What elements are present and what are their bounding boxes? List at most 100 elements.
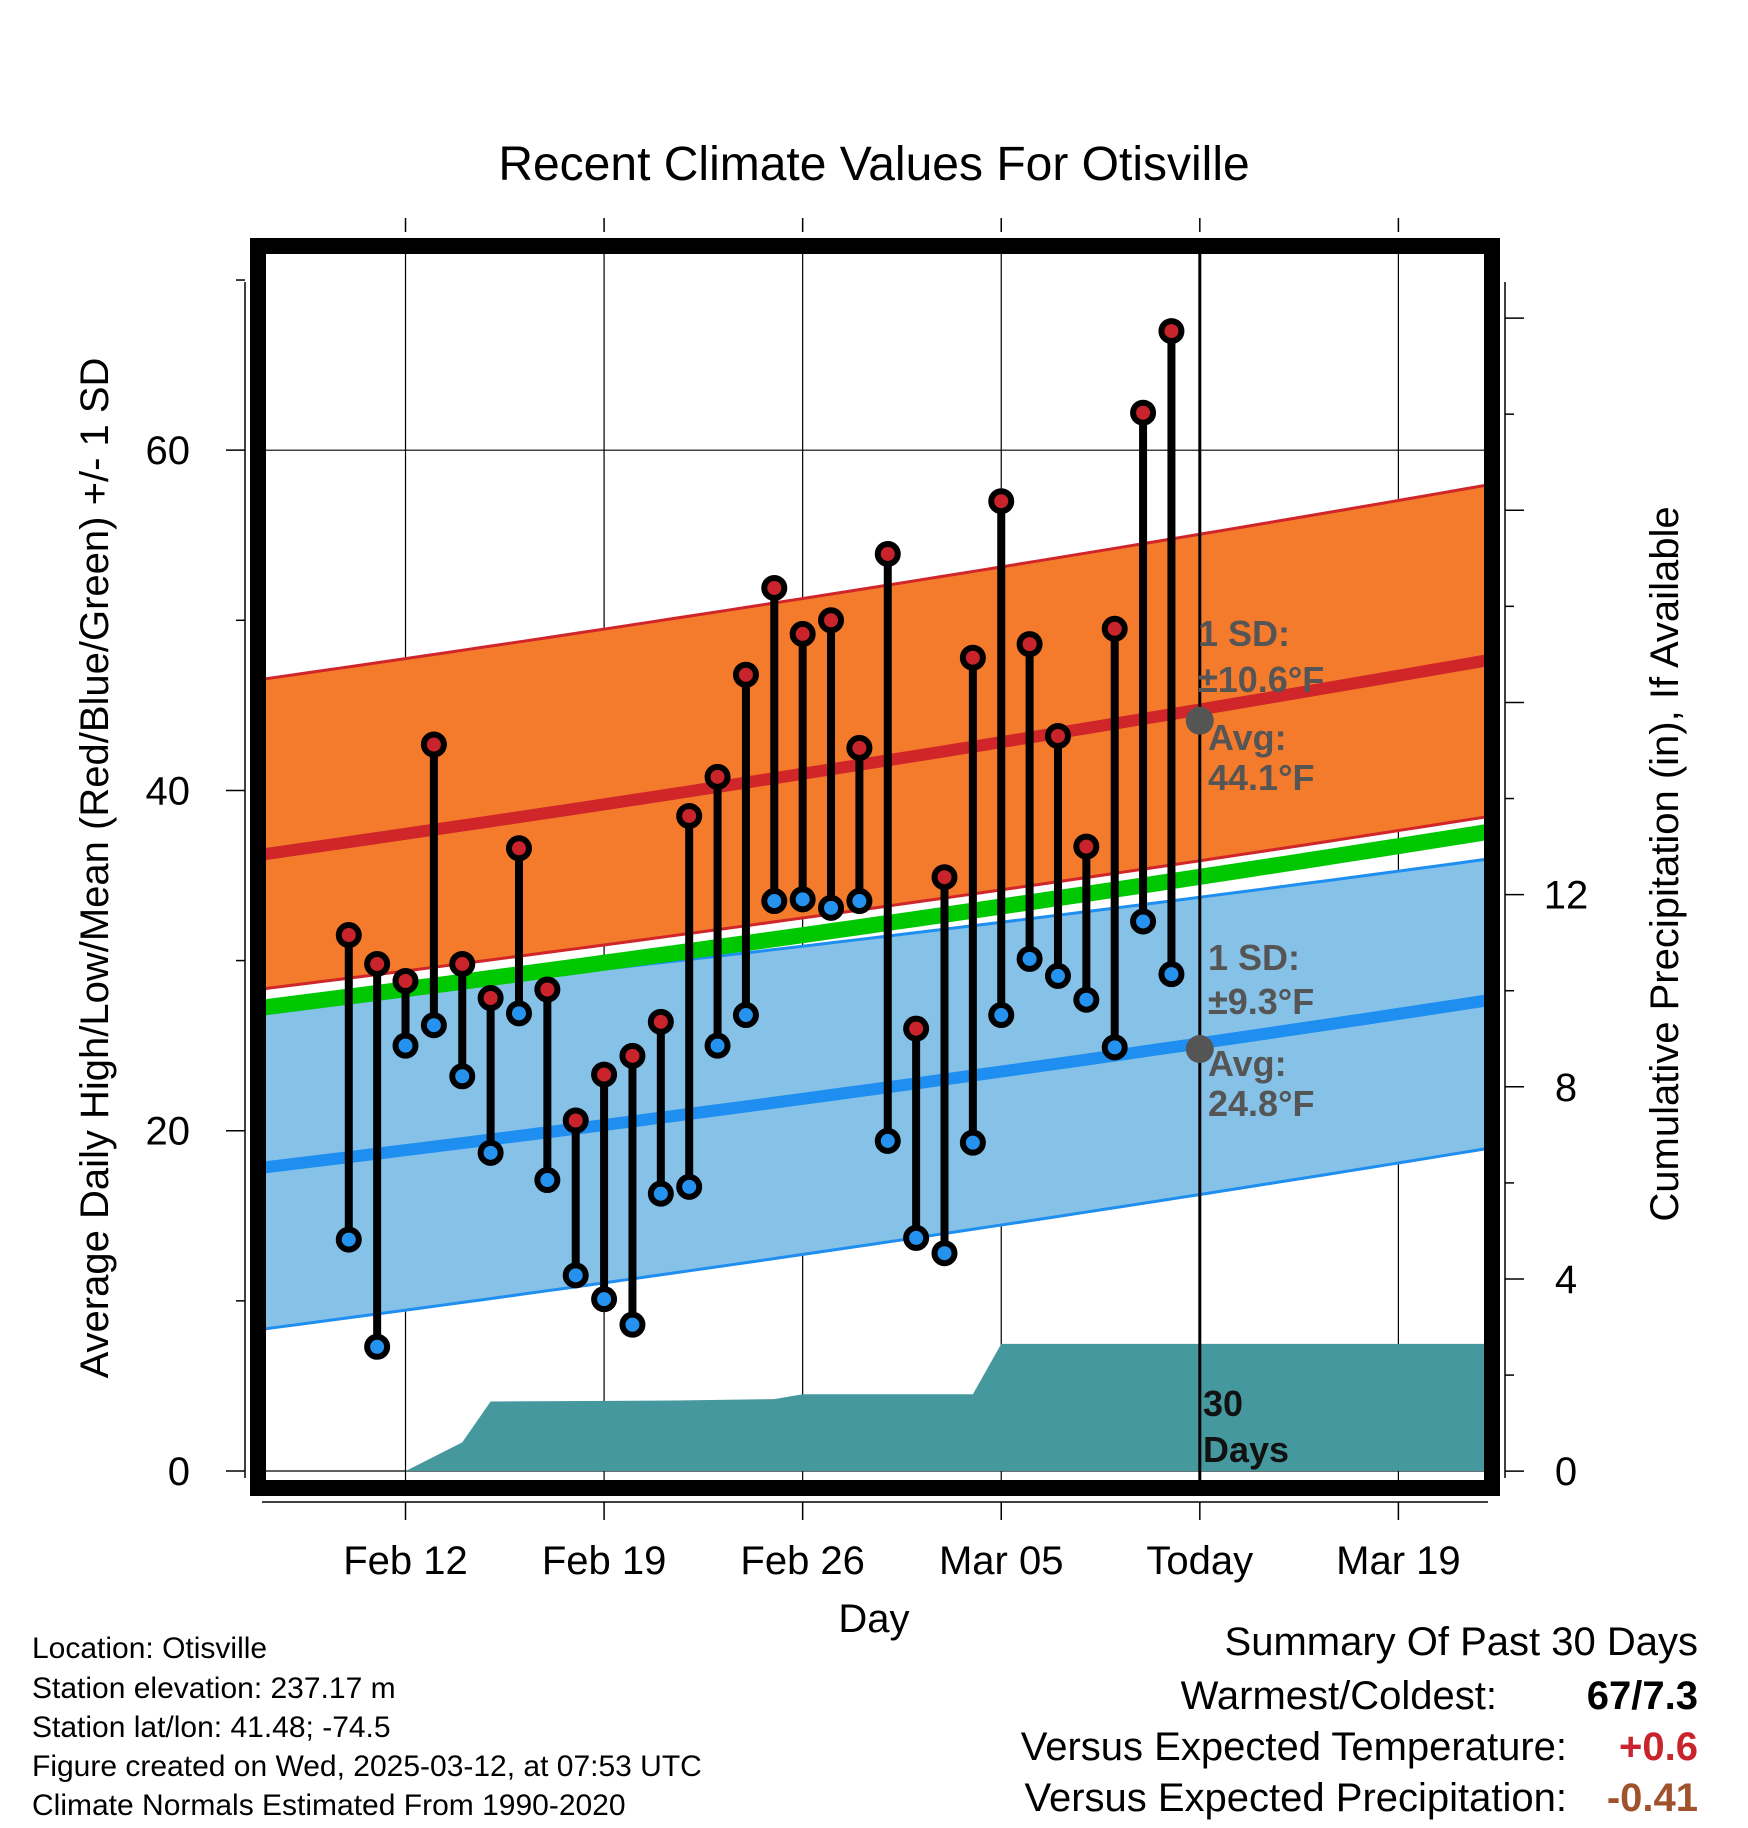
high-point-15 xyxy=(761,574,788,601)
high-point-1 xyxy=(364,950,391,977)
low-point-10 xyxy=(619,1311,646,1338)
summary-panel: Summary Of Past 30 Days Warmest/Coldest:… xyxy=(1021,1620,1698,1820)
daily-range-stems xyxy=(344,331,1176,1347)
frame-border xyxy=(250,238,1500,1496)
summary-precip-label: Versus Expected Precipitation: xyxy=(1024,1776,1567,1820)
daily-dots xyxy=(335,318,1185,1360)
low-point-24 xyxy=(1016,945,1043,972)
window-annotation: 30 Days xyxy=(1203,1383,1289,1470)
low-avg-label: Avg: xyxy=(1208,1043,1287,1084)
low-point-3 xyxy=(420,1012,447,1039)
low-point-23 xyxy=(988,1002,1015,1029)
high-point-6 xyxy=(505,835,532,862)
footer-elevation: Station elevation: 237.17 m xyxy=(32,1672,396,1705)
low-point-4 xyxy=(449,1063,476,1090)
low-point-7 xyxy=(534,1167,561,1194)
chart-title: Recent Climate Values For Otisville xyxy=(498,138,1249,191)
high-point-29 xyxy=(1158,318,1185,345)
x-tick-label-3: Mar 05 xyxy=(939,1539,1064,1583)
low-point-26 xyxy=(1073,986,1100,1013)
low-point-16 xyxy=(789,886,816,913)
high-normal-line xyxy=(258,653,1492,862)
summary-warmest-label: Warmest/Coldest: xyxy=(1181,1674,1497,1718)
x-axis-label: Day xyxy=(838,1597,909,1641)
low-point-25 xyxy=(1044,962,1071,989)
high-point-12 xyxy=(676,802,703,829)
x-tick-label-2: Feb 26 xyxy=(740,1539,865,1583)
low-point-12 xyxy=(676,1173,703,1200)
high-point-23 xyxy=(988,488,1015,515)
low-point-11 xyxy=(647,1180,674,1207)
summary-temp-label: Versus Expected Temperature: xyxy=(1021,1725,1567,1769)
high-sd-label: 1 SD: xyxy=(1198,613,1290,654)
y-axis-right-label: Cumulative Precipitation (in), If Availa… xyxy=(1643,506,1687,1221)
low-point-20 xyxy=(903,1224,930,1251)
low-point-2 xyxy=(392,1032,419,1059)
high-avg-label: Avg: xyxy=(1208,717,1287,758)
window-label-2: Days xyxy=(1203,1429,1289,1470)
low-annotation: 1 SD: ±9.3°F Avg: 24.8°F xyxy=(1208,937,1314,1124)
x-tick-label-1: Feb 19 xyxy=(542,1539,667,1583)
window-label-1: 30 xyxy=(1203,1383,1243,1424)
high-sd-band-upper-edge xyxy=(258,482,1492,682)
high-annotation: 1 SD: ±10.6°F Avg: 44.1°F xyxy=(1198,613,1324,798)
high-point-8 xyxy=(562,1107,589,1134)
y-axis-left-label: Average Daily High/Low/Mean (Red/Blue/Gr… xyxy=(73,358,117,1379)
high-point-21 xyxy=(931,864,958,891)
today-marker xyxy=(1185,246,1214,1488)
y-right-tick-label-0: 0 xyxy=(1555,1450,1577,1494)
high-point-28 xyxy=(1130,399,1157,426)
normal-bands xyxy=(258,482,1492,1332)
y-left-tick-label-1: 20 xyxy=(146,1110,191,1154)
low-point-0 xyxy=(335,1226,362,1253)
low-point-29 xyxy=(1158,961,1185,988)
high-point-16 xyxy=(789,620,816,647)
high-point-26 xyxy=(1073,833,1100,860)
summary-precip-value: -0.41 xyxy=(1607,1776,1698,1820)
y-right-tick-label-1: 4 xyxy=(1555,1258,1577,1302)
high-point-5 xyxy=(477,985,504,1012)
high-point-19 xyxy=(874,540,901,567)
low-normal-line xyxy=(258,993,1492,1175)
high-point-13 xyxy=(704,763,731,790)
low-point-27 xyxy=(1101,1034,1128,1061)
footer-info: Location: Otisville Station elevation: 2… xyxy=(32,1632,702,1822)
low-avg-value: 24.8°F xyxy=(1208,1083,1314,1124)
low-sd-value: ±9.3°F xyxy=(1208,981,1314,1022)
low-point-13 xyxy=(704,1032,731,1059)
low-point-8 xyxy=(562,1262,589,1289)
plot-frame xyxy=(250,238,1500,1496)
low-point-17 xyxy=(818,894,845,921)
high-point-18 xyxy=(846,734,873,761)
high-point-11 xyxy=(647,1008,674,1035)
summary-warmest-value: 67/7.3 xyxy=(1587,1674,1698,1718)
low-point-5 xyxy=(477,1139,504,1166)
high-point-20 xyxy=(903,1015,930,1042)
high-sd-value: ±10.6°F xyxy=(1198,659,1324,700)
low-point-15 xyxy=(761,888,788,915)
high-avg-value: 44.1°F xyxy=(1208,757,1314,798)
x-tick-label-4: Today xyxy=(1146,1539,1253,1583)
y-left-tick-label-0: 0 xyxy=(168,1450,190,1494)
x-tick-label-5: Mar 19 xyxy=(1336,1539,1461,1583)
high-point-14 xyxy=(732,661,759,688)
high-point-9 xyxy=(591,1061,618,1088)
y-left-tick-label-2: 40 xyxy=(146,769,191,813)
low-avg-marker xyxy=(1185,1035,1214,1064)
low-point-19 xyxy=(874,1127,901,1154)
summary-title: Summary Of Past 30 Days xyxy=(1225,1620,1698,1664)
high-point-27 xyxy=(1101,615,1128,642)
footer-latlon: Station lat/lon: 41.48; -74.5 xyxy=(32,1711,391,1744)
low-point-28 xyxy=(1130,908,1157,935)
precip-cumulative-area xyxy=(263,1343,1492,1472)
y-right-tick-label-2: 8 xyxy=(1555,1066,1577,1110)
y-right-tick-label-3: 12 xyxy=(1544,874,1589,918)
low-point-14 xyxy=(732,1002,759,1029)
low-point-21 xyxy=(931,1240,958,1267)
high-point-22 xyxy=(959,644,986,671)
high-point-2 xyxy=(392,967,419,994)
low-point-1 xyxy=(364,1333,391,1360)
x-tick-label-0: Feb 12 xyxy=(343,1539,468,1583)
footer-normals: Climate Normals Estimated From 1990-2020 xyxy=(32,1789,626,1822)
